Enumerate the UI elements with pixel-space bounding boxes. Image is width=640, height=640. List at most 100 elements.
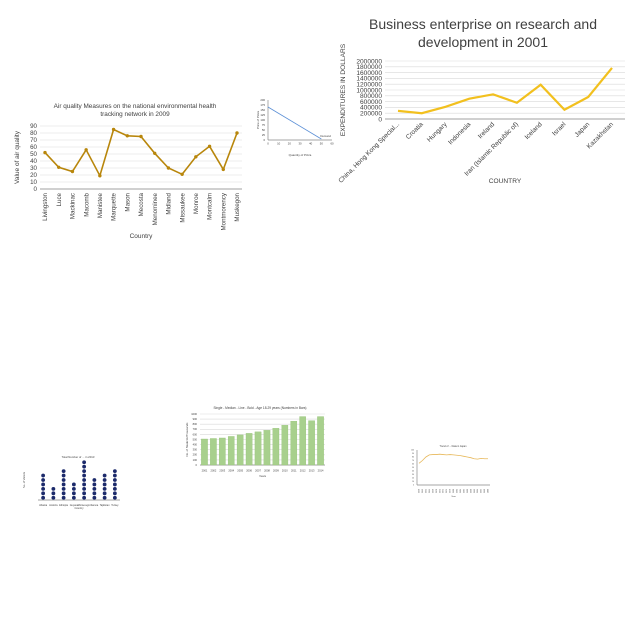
data-point [207,144,212,148]
x-tick-label: Livingston [42,192,49,220]
y-tick-label: 1200000 [356,82,382,89]
x-tick-label: 2002 [211,468,217,472]
x-tick-label: Monroe [193,192,200,214]
series-line [267,106,322,140]
data-point [166,166,171,170]
bar [210,438,217,466]
y-tick-label: 500 [193,437,198,441]
data-point [41,482,46,487]
x-tick-label: 2014 [318,468,324,472]
x-tick-label: 1964 [425,489,427,493]
x-tick-label: 2011 [291,468,297,472]
y-tick-label: 150 [260,108,265,112]
data-point [82,473,87,478]
y-tick-label: 90 [412,453,414,455]
data-point [92,491,97,496]
x-tick-label: 2012 [300,468,306,472]
chart-title: Air quality Measures on the national env… [54,103,217,110]
y-tick-label: 80 [412,457,414,459]
bar [236,434,244,466]
chart-business-rd: Business enterprise on research and devel… [338,16,625,185]
y-tick-label: 125 [260,113,265,117]
y-tick-label: 20 [412,478,414,480]
y-tick-label: 50 [262,128,266,132]
x-tick-label: Mecosta [138,192,145,216]
x-tick-label: 2007 [255,468,261,472]
x-tick-label: Mackinac [70,193,77,219]
y-tick-label: 20 [30,172,37,179]
y-tick-label: 1000000 [356,87,382,94]
x-tick-label: 1970 [436,489,438,493]
bar [281,425,289,466]
x-tick-label: Andorra [49,504,58,507]
data-point [153,151,157,155]
y-tick-label: 0 [263,138,265,142]
y-tick-label: 1400000 [356,76,382,83]
y-tick-label: 200000 [360,111,382,118]
x-tick-label: 1980 [453,489,455,493]
x-tick-label: Japan [574,121,592,139]
y-axis-label: No. of Visitors [22,471,26,488]
y-tick-label: 2000000 [356,58,382,65]
y-axis-label: Price of Pizza [256,111,260,130]
x-tick-label: 1960 [419,489,421,493]
x-tick-label: 2000 [488,489,490,493]
x-tick-label: 1998 [484,489,486,493]
x-tick-label: 2005 [237,468,243,472]
x-tick-label: Marquette [111,192,118,220]
x-tick-label: 1972 [439,489,441,493]
bar [272,428,280,466]
x-tick-label: 1984 [460,489,462,493]
data-point [82,482,87,487]
x-tick-label: 2009 [273,468,279,472]
y-tick-label: 75 [262,123,266,127]
y-tick-label: 1600000 [356,70,382,77]
bar [317,416,324,466]
x-axis-label: Year [451,495,456,498]
data-point [61,469,66,474]
data-point [51,486,56,491]
data-point [61,478,66,482]
x-tick-label: Turkey [111,504,119,507]
data-point [139,134,143,139]
data-point [102,482,107,487]
bar [227,436,235,466]
data-point [125,134,129,138]
x-tick-label: 2003 [219,468,225,472]
data-point [41,491,46,496]
data-point [43,150,47,155]
x-tick-label: 1974 [443,489,445,493]
data-point [82,486,87,491]
data-point [61,495,66,500]
data-point [92,478,97,482]
x-tick-label: 2001 [202,468,208,472]
x-axis-label: Quantity of Pizza [289,153,312,157]
x-tick-label: 1976 [446,489,448,493]
data-point [112,495,117,500]
data-point [84,148,88,152]
data-point [82,491,87,496]
data-point [51,495,56,500]
x-tick-label: Tajikistan [100,504,111,507]
data-point [112,469,117,474]
x-tick-label: 20 [288,142,292,146]
data-point [111,127,116,132]
x-tick-label: Israel [551,121,568,138]
data-point [71,486,76,491]
data-point [71,482,76,487]
data-point [92,495,97,500]
bar [299,416,306,466]
x-tick-label: Indonesia [447,121,472,146]
y-axis-label: No. of Students/Thousands [185,422,189,456]
x-tick-label: 60 [330,142,334,146]
chart-title: Business enterprise on research and [369,16,597,32]
x-tick-label: 0 [267,142,269,146]
data-point [82,464,87,469]
data-point [61,486,66,491]
y-tick-label: 200 [193,453,198,457]
data-point [102,473,107,478]
x-tick-label: China, Hong Kong Special... [338,121,402,185]
x-tick-label: 1988 [467,489,469,493]
data-point [82,478,87,482]
x-tick-label: 1982 [457,489,459,493]
